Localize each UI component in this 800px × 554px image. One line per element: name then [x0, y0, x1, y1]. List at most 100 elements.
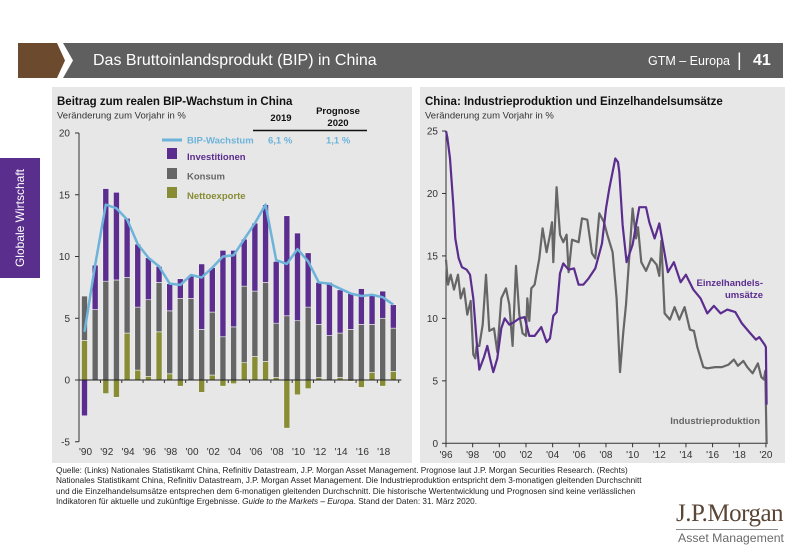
bar-nettoexporte: [113, 379, 120, 398]
x-tick-label: '16: [356, 447, 369, 458]
x-tick-label: '00: [493, 450, 506, 461]
bar-investitionen: [145, 257, 152, 301]
bar-konsum: [145, 299, 152, 377]
bar-investitionen: [283, 215, 291, 317]
x-tick-label: '00: [185, 447, 198, 458]
x-tick-label: '20: [759, 450, 772, 461]
bars: [81, 188, 397, 429]
bar-konsum: [379, 317, 387, 381]
logo-rule: [676, 529, 778, 530]
y-tick-label: 5: [64, 314, 70, 325]
bar-investitionen: [336, 289, 344, 334]
bar-konsum: [240, 285, 248, 364]
forecast-col-2019: 2019: [270, 113, 291, 124]
gdp-growth-series: [83, 203, 395, 333]
bar-investitionen: [379, 290, 387, 319]
footnote-line: Nationales Statistikamt China, Refinitiv…: [56, 476, 642, 486]
x-tick-label: '14: [335, 447, 348, 458]
axes: 25 20 15 10 5 0'96 '98 '00 '02 '04 '06 '08 '10 '12 '14…: [427, 127, 773, 462]
bar-konsum: [272, 322, 280, 378]
bar-nettoexporte: [166, 373, 173, 381]
bar-investitionen: [113, 191, 120, 281]
page-number: 41: [753, 52, 771, 69]
x-tick-label: '96: [143, 447, 156, 458]
bar-investitionen: [134, 243, 142, 308]
bar-konsum: [283, 315, 291, 381]
legend-label-konsum: Konsum: [187, 172, 225, 183]
x-tick-label: '94: [122, 447, 135, 458]
x-tick-label: '10: [626, 450, 639, 461]
x-tick-label: '06: [249, 447, 262, 458]
bar-investitionen: [251, 222, 259, 292]
y-tick-label: 10: [59, 252, 71, 263]
legend-swatch-konsum: [167, 168, 177, 179]
footnote-line: Indikatoren für aktuelle und zukünftige …: [56, 497, 656, 507]
bar-nettoexporte: [240, 362, 248, 381]
y-tick-label: 10: [427, 314, 439, 325]
legend-swatch-investitionen: [167, 148, 177, 159]
bar-nettoexporte: [379, 379, 387, 387]
bar-nettoexporte: [198, 379, 205, 393]
section-tab[interactable]: Globale Wirtschaft: [0, 158, 40, 278]
bar-nettoexporte: [145, 375, 152, 381]
chart-title: Beitrag zum realen BIP-Wachstum in China: [57, 96, 293, 108]
footnote-line: Quelle: (Links) Nationales Statistikamt …: [56, 466, 628, 475]
bar-konsum: [177, 298, 184, 381]
x-tick-label: '12: [653, 450, 666, 461]
bar-investitionen: [368, 294, 376, 325]
legend-label-gdp: BIP-Wachstum: [187, 136, 254, 147]
x-tick-label: '98: [164, 447, 177, 458]
bar-konsum: [304, 306, 312, 381]
bar-investitionen: [390, 304, 397, 329]
x-tick-label: '10: [292, 447, 305, 458]
bar-nettoexporte: [358, 379, 365, 388]
bar-investitionen: [347, 293, 355, 330]
x-tick-label: '98: [466, 450, 479, 461]
series-label-retail-line1: Einzelhandels-: [696, 278, 763, 289]
bar-nettoexporte: [304, 379, 312, 389]
bar-konsum: [91, 309, 99, 381]
bar-nettoexporte: [283, 379, 291, 429]
bar-konsum: [219, 336, 227, 381]
series-label-industry: Industrieproduktion: [670, 416, 760, 427]
x-tick-label: '02: [207, 447, 220, 458]
y-tick-label: 15: [59, 190, 71, 201]
gdp-contribution-chart: Beitrag zum realen BIP-Wachstum in China…: [57, 96, 402, 458]
forecast-value-2019: 6,1 %: [268, 136, 293, 147]
bar-konsum: [326, 335, 333, 381]
y-tick-label: 20: [427, 189, 439, 200]
bar-nettoexporte: [102, 379, 110, 394]
x-tick-label: '18: [733, 450, 746, 461]
x-tick-label: '08: [271, 447, 284, 458]
bar-konsum: [230, 326, 237, 381]
x-tick-label: '04: [546, 450, 559, 461]
bar-konsum: [390, 327, 397, 372]
chart-title: China: Industrieproduktion und Einzelhan…: [425, 96, 723, 108]
y-tick-label: 20: [59, 129, 71, 140]
lines: [444, 130, 768, 444]
bar-konsum: [155, 282, 163, 333]
industry-retail-chart: China: Industrieproduktion und Einzelhan…: [425, 96, 773, 461]
bar-investitionen: [209, 267, 216, 313]
bar-konsum: [134, 306, 142, 371]
x-tick-label: '96: [439, 450, 452, 461]
chart-subtitle: Veränderung zum Vorjahr in %: [425, 111, 554, 122]
bar-konsum: [209, 311, 216, 376]
x-tick-label: '04: [228, 447, 241, 458]
x-tick-label: '08: [599, 450, 612, 461]
bar-investitionen: [198, 263, 205, 330]
y-tick-label: 15: [427, 251, 439, 262]
brand-chevron: [18, 43, 65, 78]
bar-konsum: [262, 282, 269, 362]
bar-konsum: [315, 324, 323, 378]
bar-investitionen: [240, 238, 248, 287]
y-tick-label: -5: [61, 437, 70, 448]
bar-nettoexporte: [209, 374, 216, 381]
footnote-text: Indikatoren für aktuelle und zukünftige …: [56, 497, 243, 507]
series-label-retail-line2: umsätze: [725, 290, 763, 301]
bar-nettoexporte: [123, 332, 131, 381]
x-tick-label: '02: [519, 450, 532, 461]
bar-investitionen: [102, 188, 110, 282]
